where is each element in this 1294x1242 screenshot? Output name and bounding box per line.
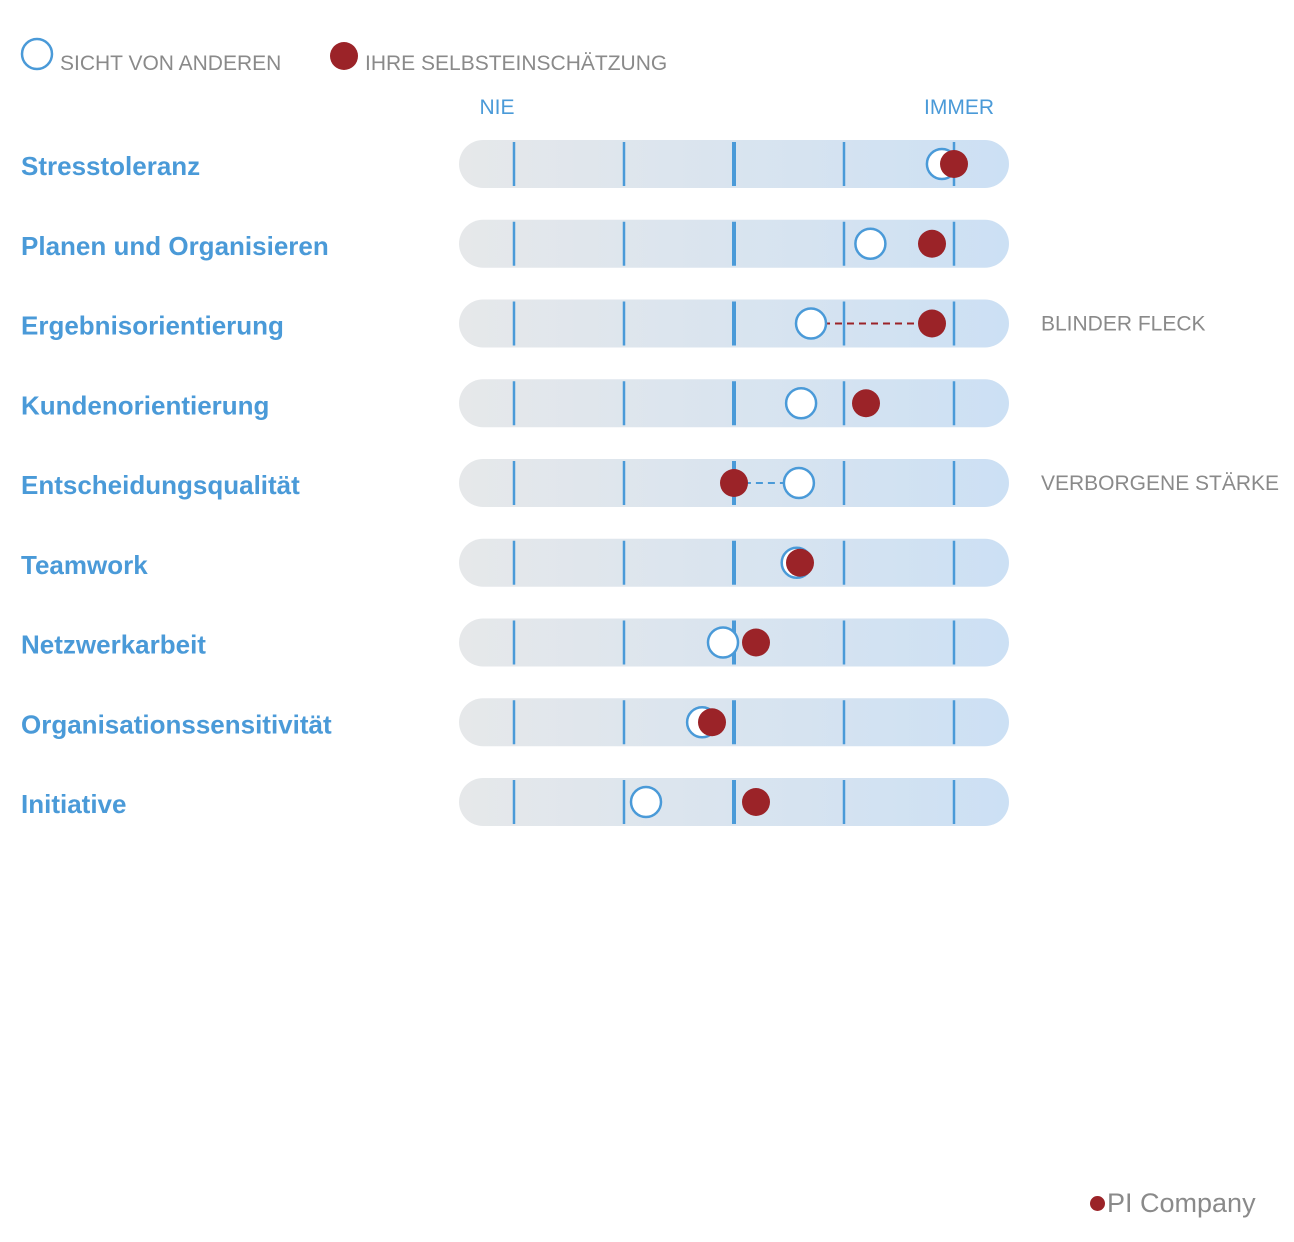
chart-row: Entscheidungsqualität VERBORGENE STÄRKE bbox=[21, 459, 1279, 507]
legend: SICHT VON ANDEREN IHRE SELBSTEINSCHÄTZUN… bbox=[20, 37, 667, 75]
chart-row: Netzwerkarbeit bbox=[21, 618, 1009, 667]
row-label: Planen und Organisieren bbox=[21, 231, 329, 261]
scale-max-label: IMMER bbox=[924, 96, 994, 119]
others-point bbox=[784, 387, 818, 420]
chart-row: Ergebnisorientierung BLINDER FLECK bbox=[21, 299, 1206, 348]
self-point bbox=[918, 229, 946, 258]
self-point bbox=[940, 150, 968, 178]
row-label: Netzwerkarbeit bbox=[21, 630, 206, 660]
legend-others-marker bbox=[20, 37, 54, 71]
others-point bbox=[706, 626, 740, 659]
row-label: Ergebnisorientierung bbox=[21, 311, 284, 341]
row-label: Kundenorientierung bbox=[21, 390, 269, 420]
self-point bbox=[786, 548, 814, 577]
chart-row: Teamwork bbox=[21, 538, 1009, 587]
row-annotation: VERBORGENE STÄRKE bbox=[1041, 472, 1279, 495]
chart-row: Kundenorientierung bbox=[21, 379, 1009, 428]
brand-logo: PI Company bbox=[1090, 1188, 1256, 1219]
row-annotation: BLINDER FLECK bbox=[1041, 313, 1206, 336]
self-point bbox=[720, 469, 748, 497]
chart-row: Initiative bbox=[21, 778, 1009, 826]
others-point bbox=[782, 466, 816, 500]
legend-self-label: IHRE SELBSTEINSCHÄTZUNG bbox=[365, 52, 667, 75]
row-label: Stresstoleranz bbox=[21, 151, 200, 181]
brand-name: PI Company bbox=[1107, 1188, 1256, 1218]
self-point bbox=[918, 309, 946, 338]
row-label: Initiative bbox=[21, 789, 126, 819]
legend-others-label: SICHT VON ANDEREN bbox=[60, 52, 281, 75]
others-point bbox=[854, 227, 887, 260]
scale-min-label: NIE bbox=[479, 96, 514, 119]
chart-row: Planen und Organisieren bbox=[21, 219, 1009, 268]
others-point bbox=[629, 785, 663, 819]
self-point bbox=[852, 389, 880, 418]
self-point bbox=[698, 708, 726, 737]
row-label: Organisationssensitivität bbox=[21, 709, 332, 739]
legend-self-marker bbox=[330, 42, 358, 70]
self-point bbox=[742, 628, 770, 657]
chart-row: Organisationssensitivität bbox=[21, 698, 1009, 747]
brand-dot-icon bbox=[1090, 1196, 1105, 1211]
others-point bbox=[794, 307, 828, 340]
chart-row: Stresstoleranz bbox=[21, 140, 1009, 188]
row-label: Teamwork bbox=[21, 550, 148, 580]
row-label: Entscheidungsqualität bbox=[21, 470, 300, 500]
chart-rows: Stresstoleranz Planen und Organisieren Erg… bbox=[21, 140, 1279, 826]
self-point bbox=[742, 788, 770, 816]
